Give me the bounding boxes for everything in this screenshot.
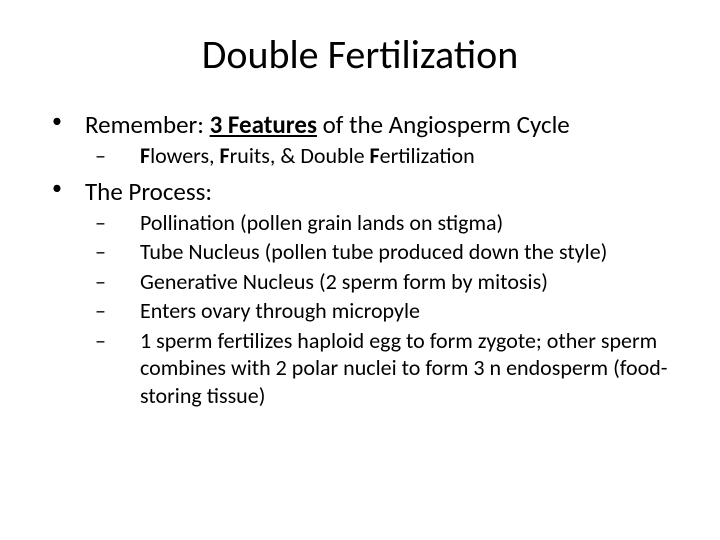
bullet-level2: Flowers, Fruits, & Double Fertilization — [85, 142, 690, 170]
bullet-level1: Remember: 3 Features of the Angiosperm C… — [30, 109, 690, 170]
bullet-level2: Generative Nucleus (2 sperm form by mito… — [85, 268, 690, 296]
sub-bullet-list: Pollination (pollen grain lands on stigm… — [85, 209, 690, 410]
text-run: ruits, & Double — [230, 142, 370, 169]
slide: Double Fertilization Remember: 3 Feature… — [0, 0, 720, 540]
text-run: 1 sperm fertilizes haploid egg to form z… — [140, 327, 667, 409]
text-run: of the Angiosperm Cycle — [317, 109, 570, 140]
text-run: Tube Nucleus (pollen tube produced down … — [140, 238, 607, 265]
bullet-level1: The Process:Pollination (pollen grain la… — [30, 176, 690, 410]
text-run: F — [220, 142, 230, 169]
bullet-text: Remember: 3 Features of the Angiosperm C… — [85, 109, 690, 140]
text-run: 3 Features — [210, 109, 317, 140]
text-run: Generative Nucleus (2 sperm form by mito… — [140, 268, 548, 295]
text-run: Pollination (pollen grain lands on stigm… — [140, 209, 503, 236]
slide-title: Double Fertilization — [30, 30, 690, 79]
sub-bullet-list: Flowers, Fruits, & Double Fertilization — [85, 142, 690, 170]
bullet-level2: Enters ovary through micropyle — [85, 297, 690, 325]
text-run: Enters ovary through micropyle — [140, 297, 420, 324]
bullet-list: Remember: 3 Features of the Angiosperm C… — [30, 109, 690, 409]
text-run: The Process: — [85, 176, 212, 207]
text-run: Remember: — [85, 109, 210, 140]
text-run: lowers, — [150, 142, 219, 169]
bullet-level2: 1 sperm fertilizes haploid egg to form z… — [85, 327, 690, 410]
bullet-text: The Process: — [85, 176, 690, 207]
text-run: F — [370, 142, 380, 169]
text-run: ertilization — [380, 142, 475, 169]
text-run: F — [140, 142, 150, 169]
bullet-level2: Tube Nucleus (pollen tube produced down … — [85, 238, 690, 266]
bullet-level2: Pollination (pollen grain lands on stigm… — [85, 209, 690, 237]
